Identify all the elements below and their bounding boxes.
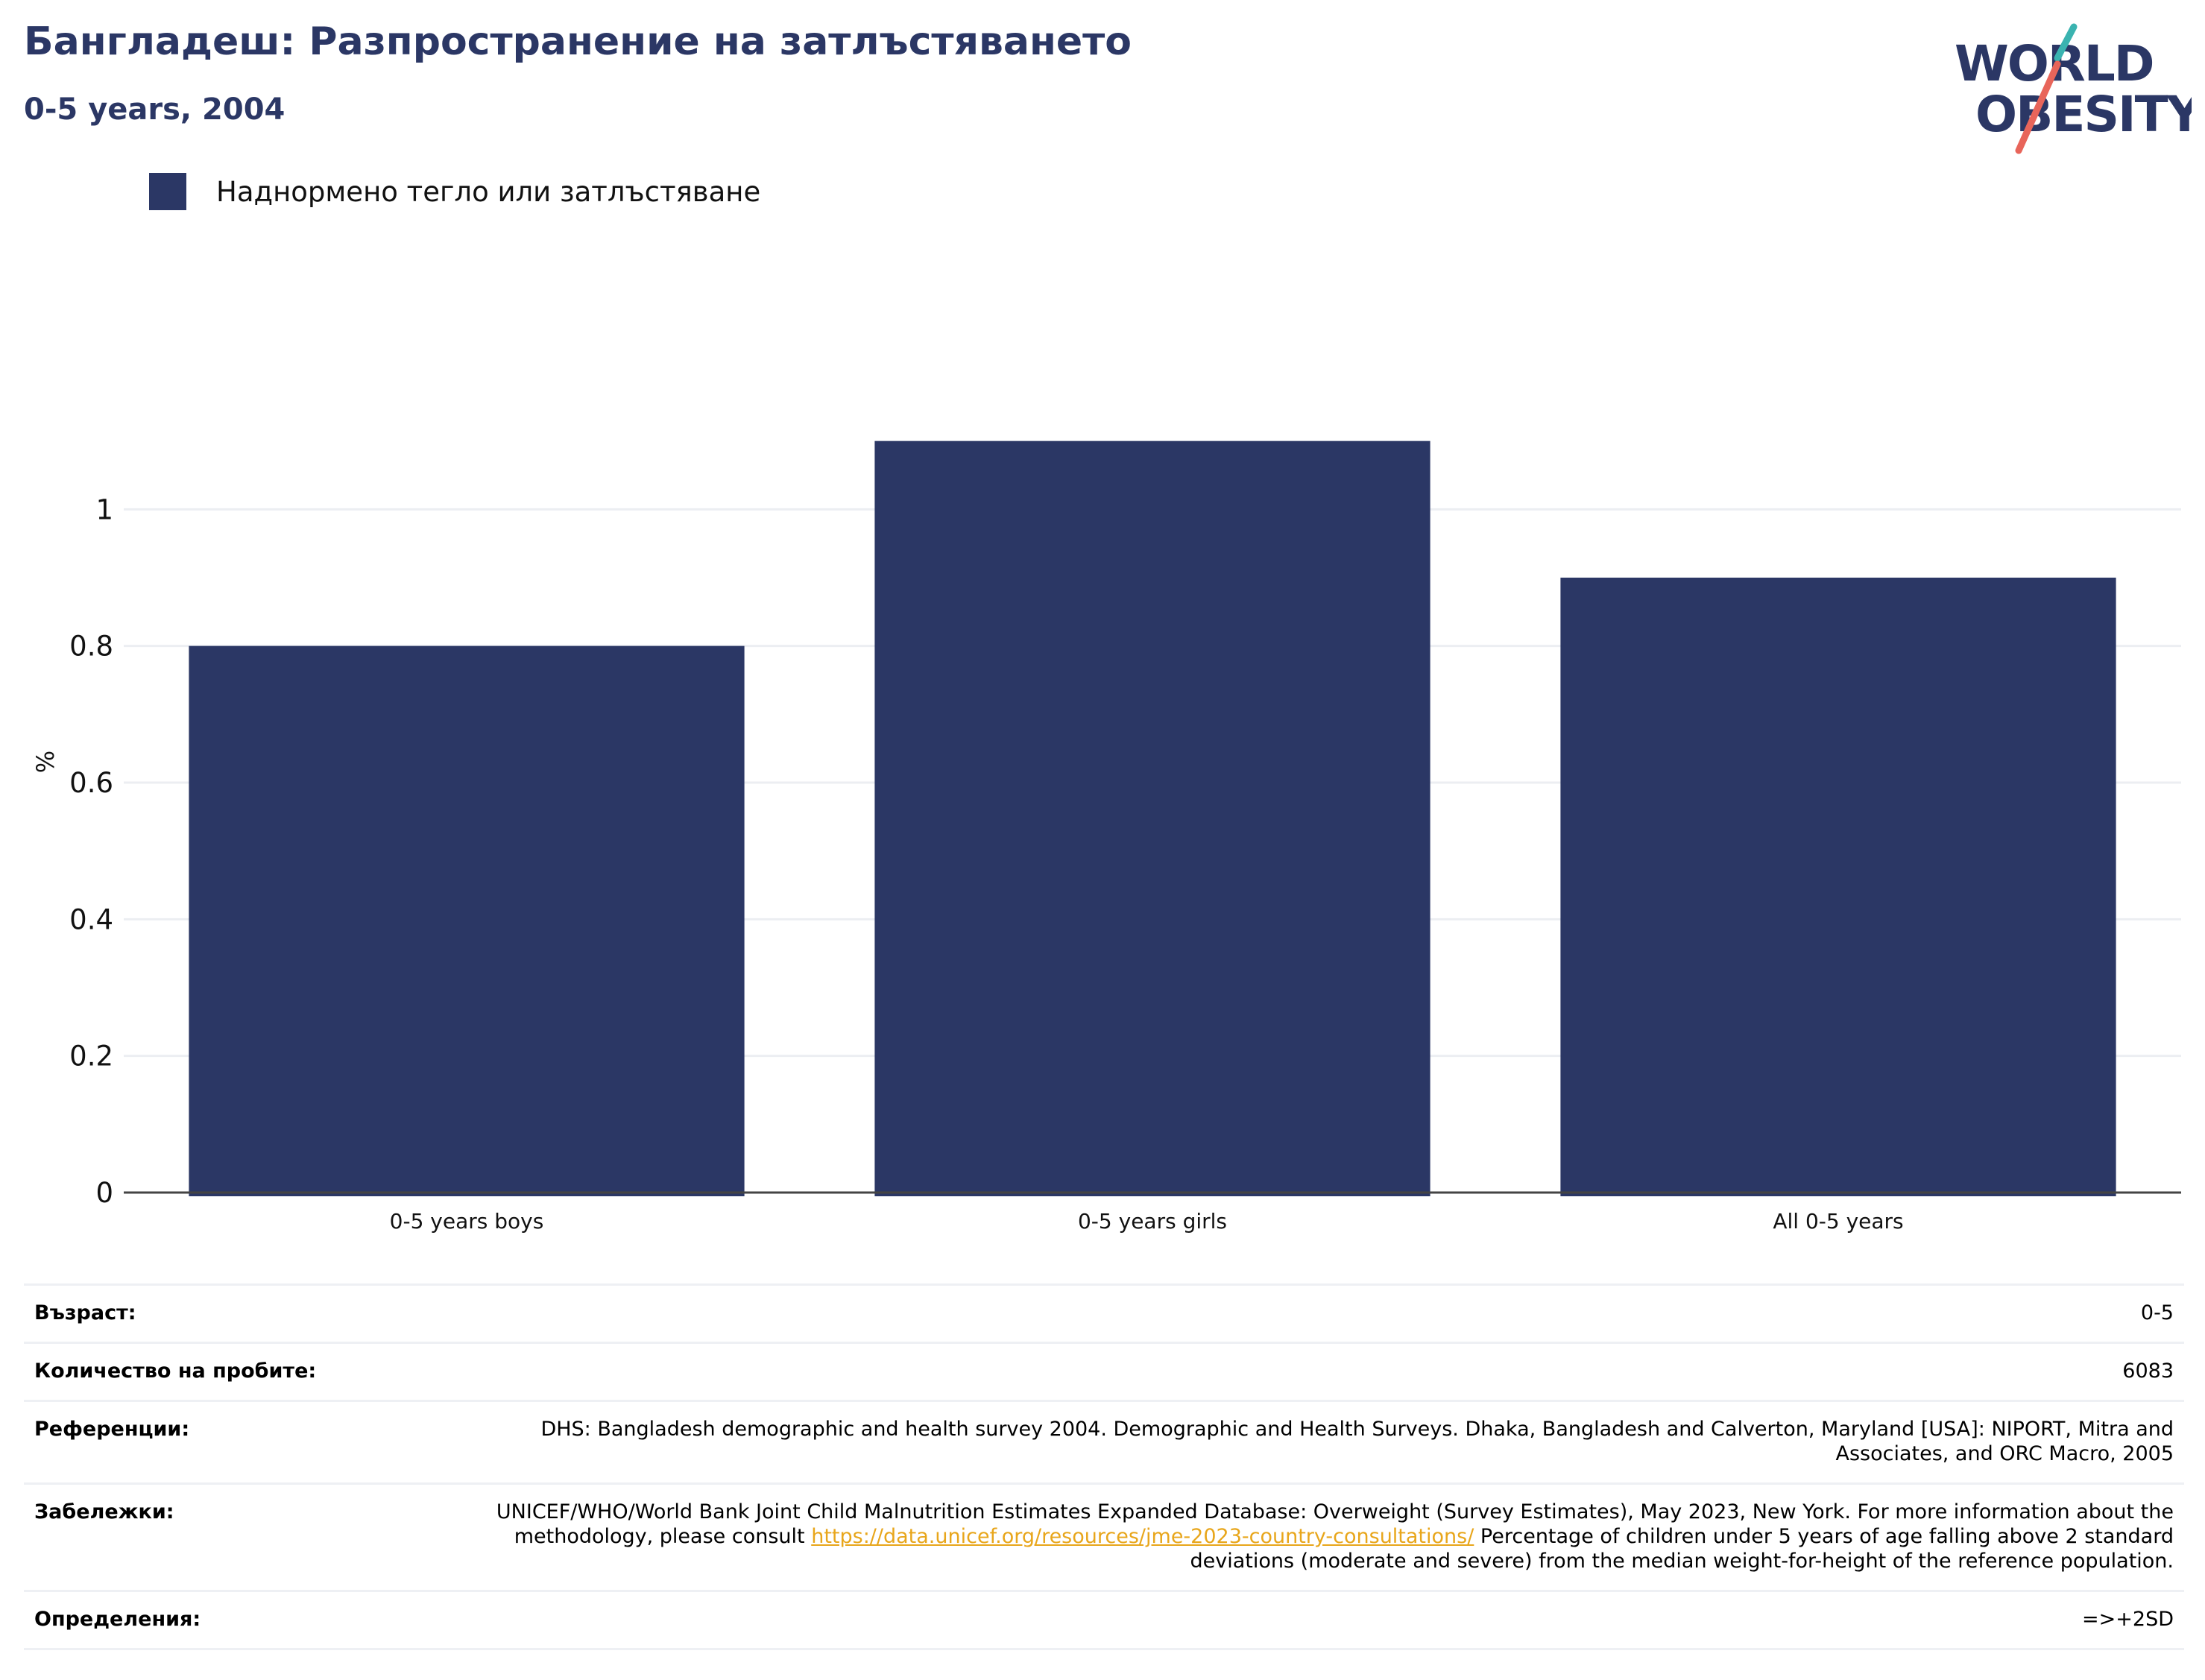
- info-row-sample: Количество на пробите: 6083: [24, 1342, 2184, 1401]
- x-category-label: 0-5 years boys: [390, 1209, 544, 1234]
- y-tick-label: 0.6: [69, 767, 113, 799]
- legend-label: Наднормено тегло или затлъстяване: [216, 175, 761, 208]
- x-category-label: 0-5 years girls: [1078, 1209, 1227, 1234]
- definitions-label: Определения:: [24, 1590, 432, 1650]
- references-value: DHS: Bangladesh demographic and health s…: [432, 1400, 2184, 1484]
- sample-value: 6083: [432, 1342, 2184, 1401]
- definitions-value: =>+2SD: [432, 1590, 2184, 1650]
- chart-legend[interactable]: Наднормено тегло или затлъстяване: [149, 173, 760, 210]
- y-tick-label: 1: [95, 493, 113, 525]
- info-table: Възраст: 0-5 Количество на пробите: 6083…: [24, 1283, 2184, 1650]
- info-row-references: Референции: DHS: Bangladesh demographic …: [24, 1400, 2184, 1484]
- page-subtitle: 0-5 years, 2004: [24, 92, 286, 127]
- y-tick-label: 0.8: [69, 631, 113, 663]
- notes-text-before: UNICEF/WHO/World Bank Joint Child Malnut…: [496, 1500, 2174, 1548]
- bar[interactable]: [874, 440, 1430, 1196]
- info-row-definitions: Определения: =>+2SD: [24, 1590, 2184, 1650]
- methodology-link[interactable]: https://data.unicef.org/resources/jme-20…: [811, 1525, 1474, 1548]
- info-row-age: Възраст: 0-5: [24, 1283, 2184, 1343]
- y-axis-label: %: [31, 751, 60, 773]
- bar-chart: 0 0.2 0.4 0.6 0.8 1 0-5 years boys 0-5 years gi…: [31, 440, 2181, 1234]
- info-row-notes: Забележки: UNICEF/WHO/World Bank Joint C…: [24, 1482, 2184, 1591]
- bar[interactable]: [189, 645, 745, 1196]
- y-tick-label: 0: [95, 1177, 113, 1209]
- notes-text-after: Percentage of children under 5 years of …: [1190, 1525, 2174, 1573]
- y-tick-label: 0.2: [69, 1040, 113, 1073]
- bar[interactable]: [1560, 578, 2116, 1196]
- x-category-label: All 0-5 years: [1773, 1209, 1903, 1234]
- sample-label: Количество на пробите:: [24, 1342, 432, 1401]
- references-label: Референции:: [24, 1400, 432, 1484]
- logo-slash-top: [2054, 23, 2078, 62]
- y-tick-label: 0.4: [69, 903, 113, 935]
- age-value: 0-5: [432, 1283, 2184, 1343]
- world-obesity-logo: WORLD OBESITY: [1955, 23, 2192, 154]
- notes-value: UNICEF/WHO/World Bank Joint Child Malnut…: [432, 1482, 2184, 1591]
- age-label: Възраст:: [24, 1283, 432, 1343]
- notes-label: Забележки:: [24, 1482, 432, 1591]
- logo-line-2: OBESITY: [1975, 86, 2192, 143]
- logo-slash-bottom: [2015, 60, 2061, 154]
- legend-swatch: [149, 173, 186, 210]
- page-title: Бангладеш: Разпространение на затлъстява…: [24, 19, 1132, 64]
